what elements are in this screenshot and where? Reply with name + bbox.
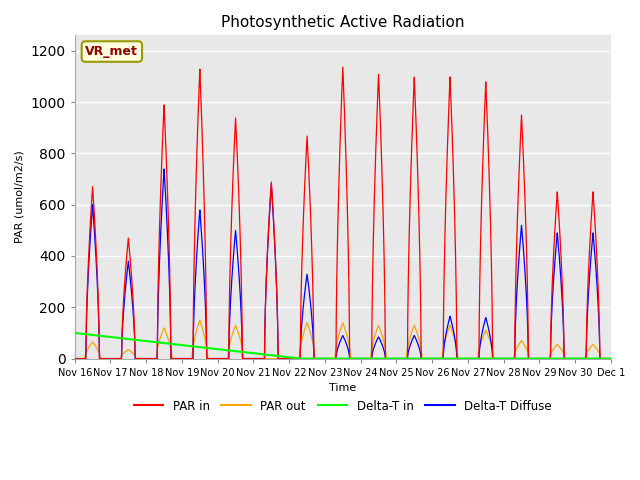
Legend: PAR in, PAR out, Delta-T in, Delta-T Diffuse: PAR in, PAR out, Delta-T in, Delta-T Dif… — [129, 395, 557, 417]
Y-axis label: PAR (umol/m2/s): PAR (umol/m2/s) — [15, 151, 25, 243]
X-axis label: Time: Time — [329, 383, 356, 393]
Title: Photosynthetic Active Radiation: Photosynthetic Active Radiation — [221, 15, 465, 30]
Text: VR_met: VR_met — [85, 45, 138, 58]
